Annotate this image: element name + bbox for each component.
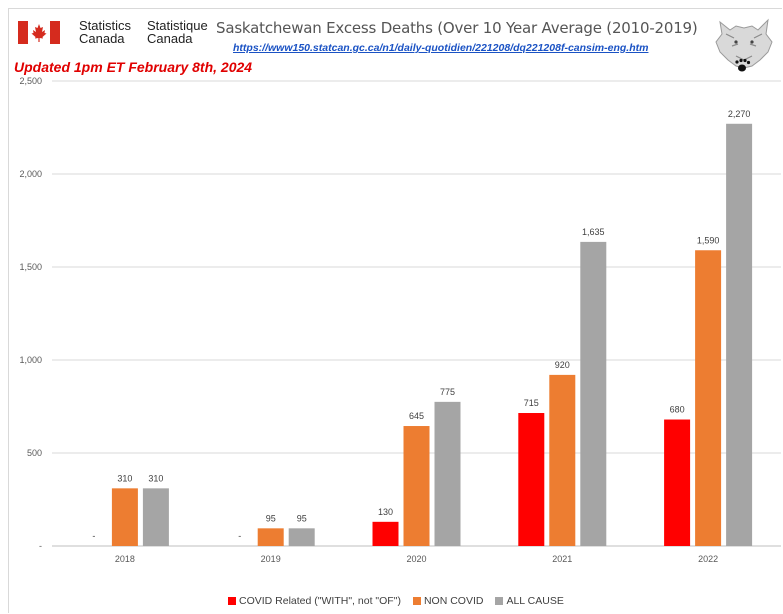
legend-swatch-all-cause [495,597,504,605]
bar-non-covid-2020 [403,426,430,546]
legend-swatch-covid [228,597,236,605]
x-tick-label: 2021 [552,554,572,564]
y-tick-label: 2,000 [19,169,42,179]
bar-non-covid-2019 [257,528,284,546]
data-label-all-cause-2021: 1,635 [582,227,605,237]
data-label-covid-2020: 130 [378,507,393,517]
wolf-paw-logo-icon [715,18,773,72]
x-axis-ticks: 2018 2019 2020 2021 2022 [115,554,718,564]
y-tick-label: 2,500 [19,76,42,86]
data-label-non-covid-2018: 310 [117,473,132,483]
data-labels: - 310 310 - 95 95 130 645 775 715 920 1,635 680 1,590… [92,109,750,541]
bar-all-cause-2019 [288,528,315,546]
legend-item-all-cause: ALL CAUSE [495,595,564,607]
bar-all-cause-2018 [142,488,169,546]
y-axis-ticks: - 500 1,000 1,500 2,000 2,500 [19,76,42,551]
data-label-non-covid-2022: 1,590 [697,235,720,245]
data-label-covid-2021: 715 [524,398,539,408]
data-label-non-covid-2021: 920 [555,360,570,370]
x-tick-label: 2018 [115,554,135,564]
bar-covid-2022 [664,419,691,546]
statistique-canada-french: Statistique Canada [147,19,208,45]
data-label-all-cause-2019: 95 [297,513,307,523]
statistics-canada-english: Statistics Canada [79,19,131,45]
bar-covid-2021 [518,413,545,546]
legend-swatch-non-covid [412,597,421,605]
data-label-all-cause-2022: 2,270 [728,109,751,119]
y-tick-label: 500 [27,448,42,458]
bar-covid-2020 [372,521,399,546]
bar-all-cause-2021 [580,241,607,546]
bar-all-cause-2020 [434,401,461,546]
chart-title: Saskatchewan Excess Deaths (Over 10 Year… [216,19,698,37]
bar-all-cause-2022 [726,123,753,546]
bars [111,123,753,546]
x-tick-label: 2022 [698,554,718,564]
updated-notice: Updated 1pm ET February 8th, 2024 [14,59,253,75]
y-tick-label: 1,000 [19,355,42,365]
x-tick-label: 2020 [406,554,426,564]
data-label-covid-2019: - [238,531,241,541]
brand-fr-line2: Canada [147,31,193,46]
data-label-covid-2018: - [92,531,95,541]
bar-non-covid-2022 [695,250,722,546]
x-tick-label: 2019 [261,554,281,564]
legend-item-non-covid: NON COVID [412,595,484,607]
y-tick-label: 1,500 [19,262,42,272]
bar-non-covid-2018 [111,488,138,546]
data-label-non-covid-2019: 95 [266,513,276,523]
legend-item-covid: COVID Related ("WITH", not "OF") [228,595,401,607]
canada-flag-icon [18,21,60,44]
bar-non-covid-2021 [549,374,576,546]
data-label-covid-2022: 680 [670,405,685,415]
legend-label-non-covid: NON COVID [423,595,484,607]
data-label-all-cause-2020: 775 [440,387,455,397]
brand-fr-line1: Statistique [147,18,208,33]
chart-frame [8,8,782,613]
brand-en-line2: Canada [79,31,125,46]
source-link[interactable]: https://www150.statcan.gc.ca/n1/daily-qu… [233,42,649,54]
y-tick-label: - [39,541,42,551]
legend: COVID Related ("WITH", not "OF") NON COV… [228,595,564,607]
legend-label-covid: COVID Related ("WITH", not "OF") [239,595,401,607]
brand-en-line1: Statistics [79,18,132,33]
data-label-all-cause-2018: 310 [148,473,163,483]
legend-label-all-cause: ALL CAUSE [506,595,564,607]
data-label-non-covid-2020: 645 [409,411,424,421]
